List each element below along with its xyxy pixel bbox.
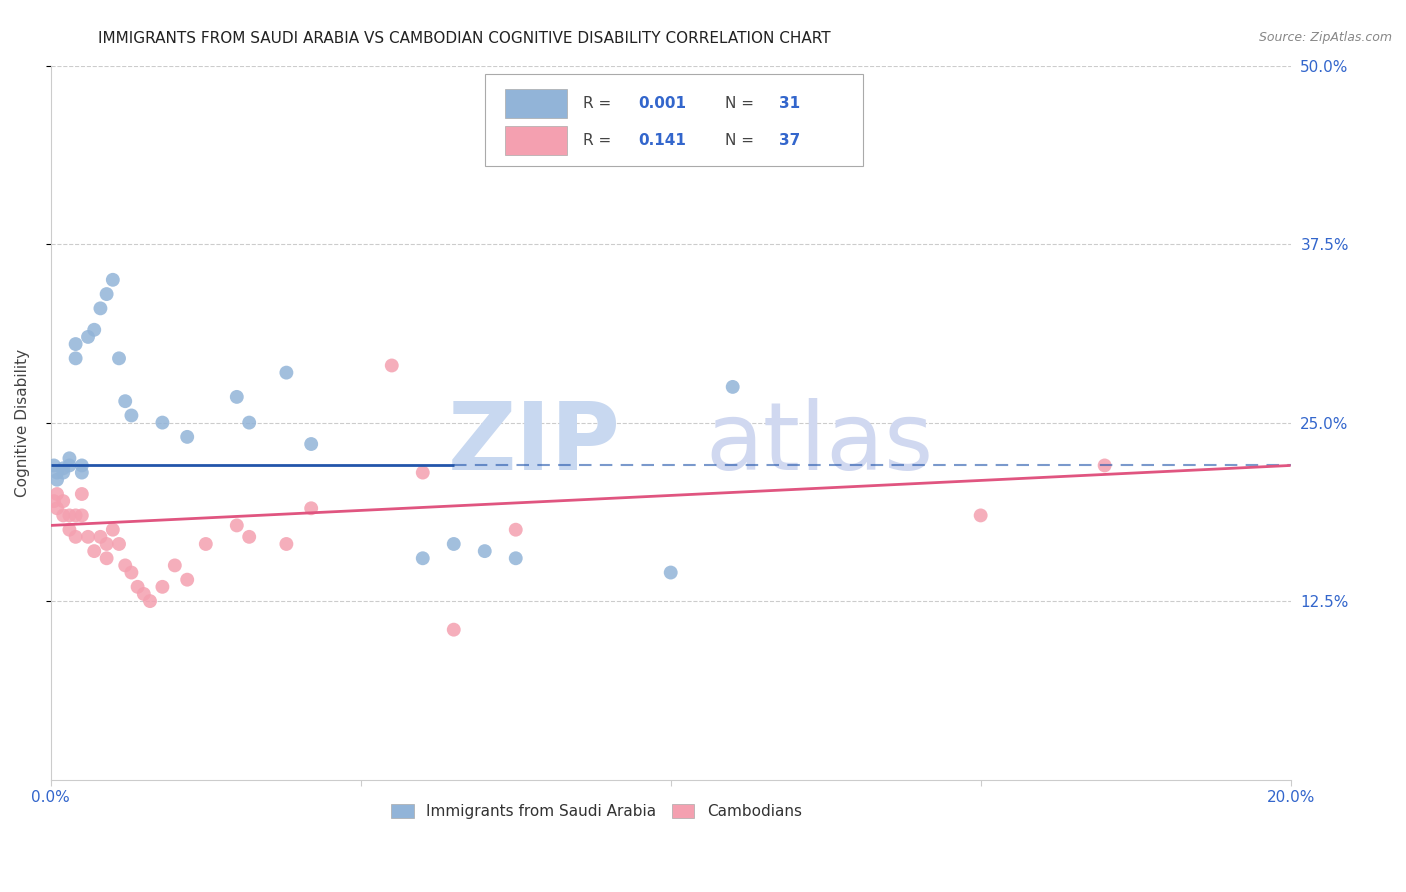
Text: 0.141: 0.141 — [638, 133, 686, 148]
Point — [194, 537, 217, 551]
Point — [70, 508, 93, 523]
Point — [443, 623, 465, 637]
Text: IMMIGRANTS FROM SAUDI ARABIA VS CAMBODIAN COGNITIVE DISABILITY CORRELATION CHART: IMMIGRANTS FROM SAUDI ARABIA VS CAMBODIA… — [98, 31, 831, 46]
Point — [114, 394, 136, 409]
Point — [65, 337, 87, 351]
Text: 0.001: 0.001 — [638, 96, 686, 111]
Point — [412, 466, 434, 480]
Point — [412, 551, 434, 566]
Point — [70, 466, 93, 480]
Point — [474, 544, 496, 558]
Point — [89, 530, 111, 544]
Point — [65, 530, 87, 544]
Point — [52, 494, 75, 508]
Y-axis label: Cognitive Disability: Cognitive Disability — [15, 349, 30, 497]
Text: R =: R = — [582, 133, 620, 148]
Text: 37: 37 — [779, 133, 800, 148]
Point — [176, 430, 198, 444]
Point — [96, 287, 118, 301]
Point — [46, 466, 69, 480]
Text: N =: N = — [725, 96, 759, 111]
Point — [42, 494, 65, 508]
FancyBboxPatch shape — [505, 127, 567, 155]
Point — [381, 359, 404, 373]
Point — [276, 366, 298, 380]
Point — [58, 458, 80, 473]
Point — [58, 523, 80, 537]
Point — [46, 501, 69, 516]
Point — [83, 323, 105, 337]
Point — [96, 551, 118, 566]
Point — [77, 330, 100, 344]
Point — [505, 523, 527, 537]
Point — [52, 466, 75, 480]
Point — [42, 458, 65, 473]
Point — [70, 487, 93, 501]
Text: R =: R = — [582, 96, 616, 111]
Point — [46, 487, 69, 501]
Point — [299, 437, 322, 451]
Point — [58, 451, 80, 466]
Point — [70, 458, 93, 473]
Point — [225, 518, 247, 533]
FancyBboxPatch shape — [485, 74, 863, 166]
Point — [101, 523, 124, 537]
Point — [127, 580, 149, 594]
Text: atlas: atlas — [706, 398, 934, 490]
Point — [1094, 458, 1116, 473]
Point — [659, 566, 682, 580]
Point — [276, 537, 298, 551]
Point — [77, 530, 100, 544]
Point — [721, 380, 744, 394]
Point — [152, 580, 174, 594]
Text: N =: N = — [725, 133, 759, 148]
Text: ZIP: ZIP — [449, 398, 621, 490]
Text: Source: ZipAtlas.com: Source: ZipAtlas.com — [1258, 31, 1392, 45]
Point — [152, 416, 174, 430]
Point — [46, 473, 69, 487]
Text: 31: 31 — [779, 96, 800, 111]
Point — [299, 501, 322, 516]
Point — [443, 537, 465, 551]
Point — [120, 566, 142, 580]
FancyBboxPatch shape — [505, 89, 567, 118]
Point — [96, 537, 118, 551]
Point — [108, 351, 131, 366]
Point — [176, 573, 198, 587]
Point — [969, 508, 991, 523]
Point — [238, 416, 260, 430]
Point — [505, 551, 527, 566]
Point — [120, 409, 142, 423]
Point — [52, 461, 75, 475]
Point — [89, 301, 111, 316]
Point — [225, 390, 247, 404]
Point — [139, 594, 162, 608]
Point — [163, 558, 186, 573]
Point — [83, 544, 105, 558]
Point — [108, 537, 131, 551]
Point — [114, 558, 136, 573]
Point — [65, 351, 87, 366]
Legend: Immigrants from Saudi Arabia, Cambodians: Immigrants from Saudi Arabia, Cambodians — [385, 798, 808, 825]
Point — [52, 508, 75, 523]
Point — [132, 587, 155, 601]
Point — [238, 530, 260, 544]
Point — [65, 508, 87, 523]
Point — [58, 508, 80, 523]
Point — [101, 273, 124, 287]
